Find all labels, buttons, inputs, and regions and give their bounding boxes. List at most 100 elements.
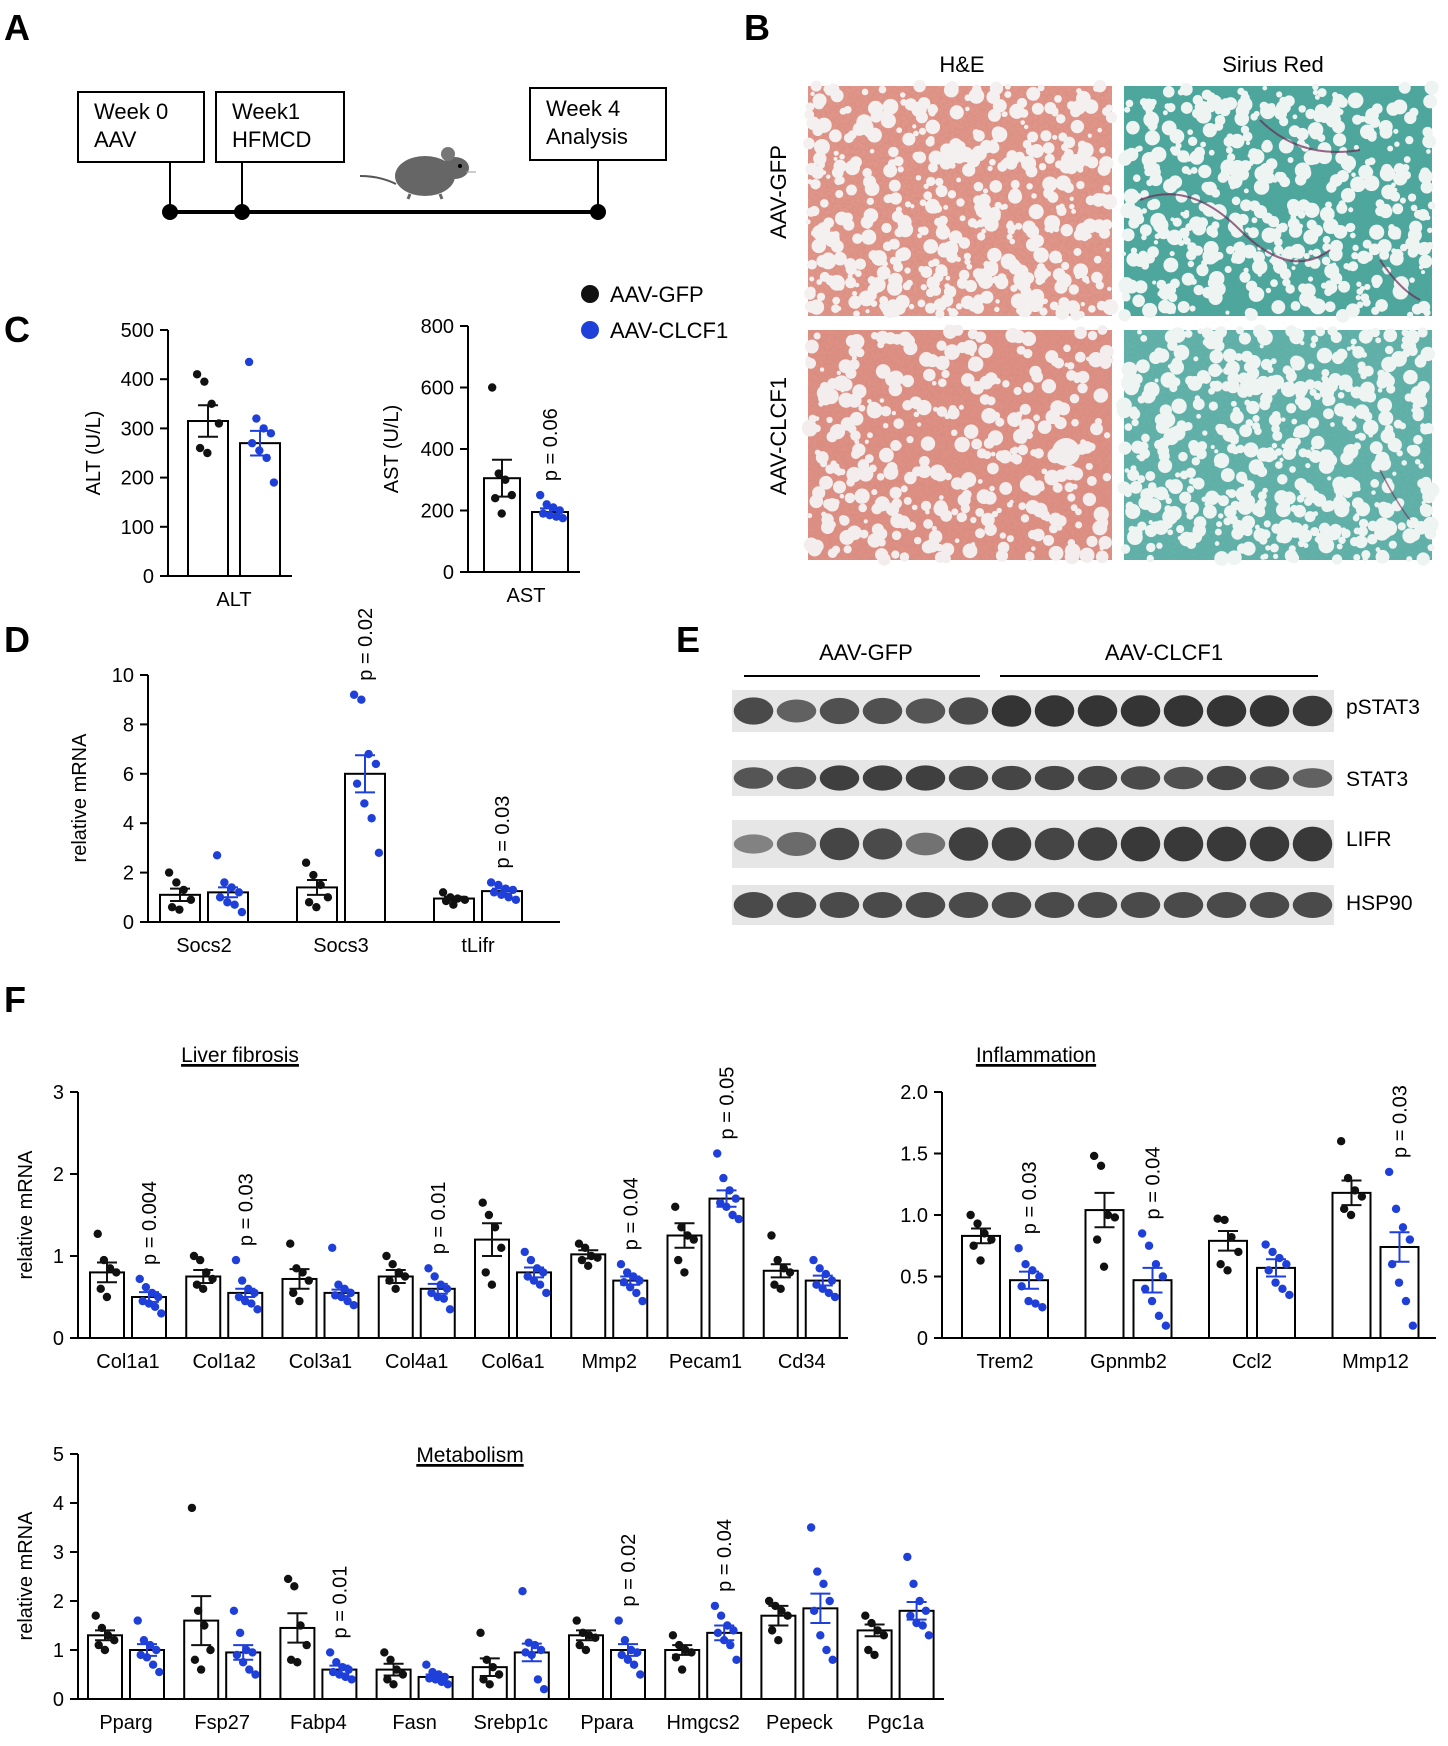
vacuole — [902, 132, 916, 146]
vacuole — [1237, 213, 1249, 226]
vacuole — [1033, 414, 1040, 422]
data-point — [238, 1658, 248, 1667]
data-point — [511, 895, 521, 904]
vacuole — [1332, 91, 1339, 98]
vacuole — [1366, 330, 1375, 339]
vacuole — [956, 198, 965, 207]
vacuole — [1052, 482, 1063, 493]
data-point — [293, 1658, 302, 1667]
vacuole — [1338, 536, 1346, 545]
vacuole — [1010, 259, 1020, 269]
vacuole — [1075, 521, 1083, 529]
blot-band — [1163, 892, 1204, 918]
vacuole — [1203, 508, 1210, 515]
data-point — [1110, 1213, 1120, 1222]
data-point — [629, 1272, 638, 1281]
data-point — [867, 1618, 876, 1628]
vacuole — [1427, 227, 1433, 234]
vacuole — [1340, 188, 1356, 203]
data-point — [773, 1255, 782, 1265]
data-point — [400, 1272, 410, 1281]
vacuole — [1289, 466, 1296, 473]
data-point — [1282, 1260, 1291, 1269]
vacuole — [931, 206, 939, 214]
vacuole — [1227, 550, 1242, 566]
vacuole — [1125, 503, 1141, 520]
vacuole — [1229, 133, 1245, 149]
vacuole — [903, 496, 912, 505]
y-tick-label: 0 — [53, 1328, 64, 1350]
data-point — [987, 1235, 996, 1244]
vacuole — [825, 275, 836, 286]
y-tick-label: 200 — [121, 468, 154, 490]
blot-band — [819, 827, 860, 861]
vacuole — [1080, 301, 1086, 307]
vacuole — [1360, 293, 1370, 303]
vacuole — [1141, 389, 1156, 404]
data-point — [430, 1272, 439, 1281]
data-point — [816, 1631, 825, 1640]
vacuole — [1063, 136, 1076, 149]
x-tick-label: Pgc1a — [867, 1712, 925, 1734]
data-point — [252, 414, 261, 423]
vacuole — [875, 548, 889, 562]
data-point — [346, 1288, 355, 1298]
vacuole — [1332, 133, 1347, 147]
vacuole — [1049, 228, 1054, 234]
vacuole — [1053, 253, 1062, 262]
vacuole — [902, 282, 911, 291]
vacuole — [1077, 383, 1088, 394]
vacuole — [1308, 111, 1315, 118]
data-point — [966, 1210, 975, 1220]
vacuole — [814, 138, 830, 155]
vacuole — [853, 310, 860, 318]
vacuole — [1025, 499, 1040, 515]
data-point — [574, 1239, 584, 1248]
vacuole — [1378, 410, 1394, 426]
p-value-label: p = 0.01 — [428, 1181, 450, 1254]
vacuole — [1138, 250, 1148, 261]
vacuole — [1028, 154, 1034, 160]
data-point — [674, 1255, 683, 1265]
vacuole — [1331, 554, 1343, 565]
legend-label-clcf1: AAV-CLCF1 — [610, 318, 728, 343]
vacuole — [1375, 299, 1388, 312]
data-point — [1387, 1260, 1397, 1269]
vacuole — [1416, 552, 1430, 566]
data-point — [545, 510, 554, 520]
data-point — [861, 1611, 870, 1620]
blot-band — [862, 892, 903, 918]
vacuole — [1189, 150, 1205, 165]
data-point — [710, 1601, 720, 1611]
data-point — [283, 1574, 293, 1584]
vacuole — [1087, 133, 1092, 138]
vacuole — [976, 489, 992, 505]
vacuole — [1356, 281, 1362, 287]
data-point — [1147, 1296, 1157, 1306]
vacuole — [1346, 420, 1357, 432]
x-tick-label: Trem2 — [976, 1351, 1033, 1373]
vacuole — [819, 367, 825, 372]
y-tick-label: 3 — [53, 1542, 64, 1564]
data-point — [207, 399, 216, 408]
vacuole — [1086, 156, 1099, 169]
data-point — [1339, 1204, 1349, 1214]
vacuole — [838, 392, 854, 408]
vacuole — [1137, 329, 1142, 335]
vacuole — [920, 284, 927, 291]
legend-marker-clcf1 — [581, 321, 599, 339]
vacuole — [1236, 471, 1248, 483]
vacuole — [914, 151, 927, 164]
y-tick-label: 1 — [53, 1246, 64, 1268]
vacuole — [1341, 527, 1347, 533]
vacuole — [943, 285, 957, 298]
vacuole — [805, 286, 816, 297]
data-point — [825, 1596, 834, 1606]
x-tick-label: Socs2 — [176, 935, 232, 957]
vacuole — [975, 528, 986, 539]
data-point — [1278, 1284, 1287, 1294]
data-point — [296, 1621, 305, 1630]
vacuole — [870, 331, 879, 340]
vacuole — [951, 508, 959, 516]
data-point — [286, 1239, 295, 1248]
